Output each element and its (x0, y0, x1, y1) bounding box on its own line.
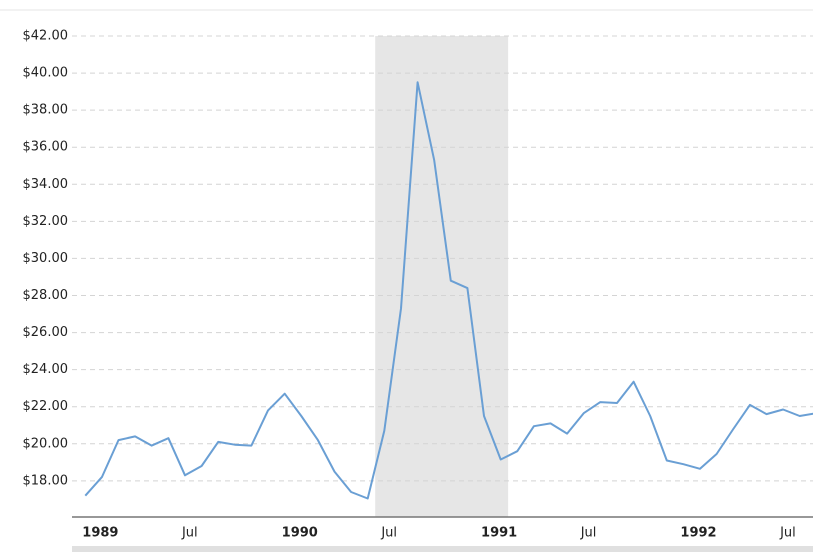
y-tick-label: $18.00 (23, 473, 69, 488)
shade-layer (375, 36, 509, 517)
y-tick-label: $38.00 (23, 103, 69, 118)
grid-layer (72, 35, 813, 482)
y-tick-label: $42.00 (23, 29, 69, 44)
line-layer (84, 81, 813, 500)
y-tick-label: $36.00 (23, 140, 69, 155)
label-layer: $18.00 $20.00 $22.00 $24.00 $26.00 $28.00 $30.… (23, 29, 813, 541)
price-line (84, 81, 813, 500)
y-tick-label: $32.00 (23, 214, 69, 229)
x-tick-label: Jul (181, 526, 198, 541)
y-tick-label: $40.00 (23, 66, 69, 81)
x-tick-label: 1990 (282, 526, 318, 541)
y-tick-label: $28.00 (23, 288, 69, 303)
x-tick-label: Jul (779, 526, 796, 541)
y-tick-label: $22.00 (23, 399, 69, 414)
y-tick-label: $20.00 (23, 436, 69, 451)
y-tick-label: $26.00 (23, 325, 69, 340)
scrollbar[interactable] (72, 546, 813, 552)
x-tick-label: 1991 (481, 526, 517, 541)
x-tick-label: 1989 (82, 526, 118, 541)
y-tick-label: $34.00 (23, 177, 69, 192)
x-tick-label: 1992 (680, 526, 716, 541)
shaded-period (375, 36, 509, 517)
x-tick-label: Jul (380, 526, 397, 541)
y-tick-label: $30.00 (23, 251, 69, 266)
y-tick-label: $24.00 (23, 362, 69, 377)
x-tick-label: Jul (580, 526, 597, 541)
